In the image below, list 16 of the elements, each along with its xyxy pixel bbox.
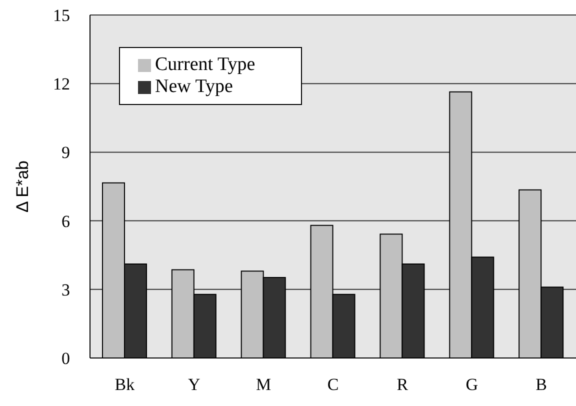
x-tick-label: G	[466, 375, 478, 394]
x-tick-label: C	[327, 375, 339, 394]
x-tick-label: Y	[188, 375, 200, 394]
y-tick-label: 3	[62, 280, 70, 300]
y-tick-label: 0	[62, 349, 70, 368]
y-tick-label: 12	[53, 74, 70, 94]
y-tick-label: 15	[53, 6, 70, 26]
y-tick-label: 6	[62, 212, 70, 231]
y-axis-title: Δ E*ab	[13, 160, 32, 213]
y-tick-label: 9	[62, 143, 70, 162]
x-tick-label: Bk	[114, 375, 136, 394]
x-tick-label: M	[256, 375, 272, 394]
x-tick-label: R	[396, 375, 409, 394]
legend-label: New Type	[155, 76, 233, 97]
legend-label: Current Type	[155, 54, 256, 75]
x-tick-label: B	[536, 375, 547, 394]
